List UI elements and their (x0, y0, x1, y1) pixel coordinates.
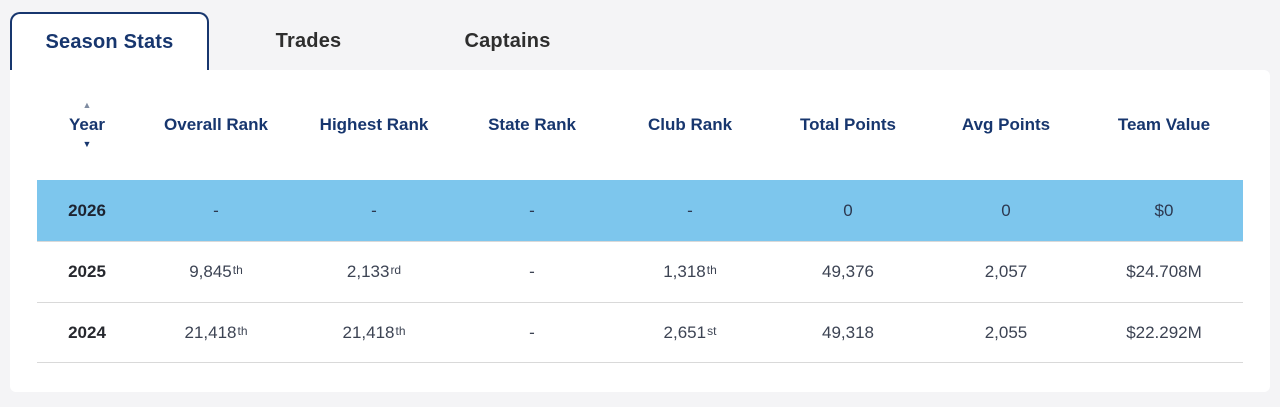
ordinal-suffix: th (232, 263, 243, 277)
cell-avg-points: 0 (1001, 200, 1011, 220)
cell-avg-points: 2,057 (984, 262, 1028, 281)
year-cell: 2026 (68, 200, 106, 220)
sort-asc-icon[interactable]: ▲ (82, 100, 92, 110)
table-row-2025[interactable]: 2025 9,845th 2,133rd - 1,318th 49,376 2,057 $24… (37, 241, 1243, 302)
cell-team-value: $22.292M (1126, 322, 1202, 342)
year-cell: 2025 (68, 262, 106, 281)
tab-season-stats[interactable]: Season Stats (10, 12, 209, 70)
column-header-team-value: Team Value (1117, 115, 1211, 134)
sort-desc-icon[interactable]: ▼ (82, 139, 92, 149)
column-header-avg-points: Avg Points (961, 115, 1051, 134)
cell-total-points: 49,318 (822, 322, 874, 342)
ordinal-suffix: rd (390, 263, 402, 277)
cell-club-rank: 2,651st (663, 322, 717, 342)
cell-avg-points: 2,055 (984, 322, 1028, 342)
cell-club-rank: 1,318th (663, 262, 717, 281)
tab-trades[interactable]: Trades (275, 29, 342, 52)
cell-team-value: $24.708M (1126, 262, 1202, 281)
tab-bar: Season Stats Trades Captains (0, 0, 1280, 70)
column-header-label: Year (69, 115, 105, 134)
column-header-total-points: Total Points (799, 115, 896, 134)
table-row-2026[interactable]: 2026 - - - - 0 0 $0 (37, 180, 1243, 241)
season-stats-page: Season Stats Trades Captains ▲ Year ▼ Overa… (0, 0, 1280, 392)
table-header-row: ▲ Year ▼ Overall Rank Highest Rank State Rank… (37, 70, 1243, 180)
cell-highest-rank: 21,418th (342, 322, 406, 342)
column-header-year[interactable]: ▲ Year ▼ (37, 101, 137, 149)
cell-club-rank: - (687, 200, 693, 220)
cell-total-points: 0 (843, 200, 853, 220)
cell-state-rank: - (529, 322, 535, 342)
ordinal-suffix: th (395, 323, 406, 338)
ordinal-suffix: st (707, 323, 717, 338)
tab-captains[interactable]: Captains (464, 29, 551, 52)
cell-highest-rank: - (371, 200, 377, 220)
table-body: 2026 - - - - 0 0 $0 2025 9,845th 2,133rd - 1,318th 49… (37, 180, 1243, 363)
cell-total-points: 49,376 (822, 262, 874, 281)
column-header-club-rank: Club Rank (647, 115, 733, 134)
cell-state-rank: - (529, 262, 535, 281)
cell-state-rank: - (529, 200, 535, 220)
column-header-state-rank: State Rank (488, 115, 576, 134)
cell-overall-rank: - (213, 200, 219, 220)
ordinal-suffix: th (237, 323, 248, 338)
column-header-highest-rank: Highest Rank (319, 115, 429, 134)
table-row-2024[interactable]: 2024 21,418th 21,418th - 2,651st 49,318 2,055 $… (37, 302, 1243, 363)
ordinal-suffix: th (706, 263, 717, 277)
cell-overall-rank: 9,845th (189, 262, 243, 281)
column-header-overall-rank: Overall Rank (164, 115, 268, 134)
stats-card: ▲ Year ▼ Overall Rank Highest Rank State Rank… (10, 70, 1270, 392)
cell-overall-rank: 21,418th (184, 322, 248, 342)
cell-team-value: $0 (1154, 200, 1174, 220)
cell-highest-rank: 2,133rd (346, 262, 402, 281)
year-cell: 2024 (68, 322, 106, 342)
